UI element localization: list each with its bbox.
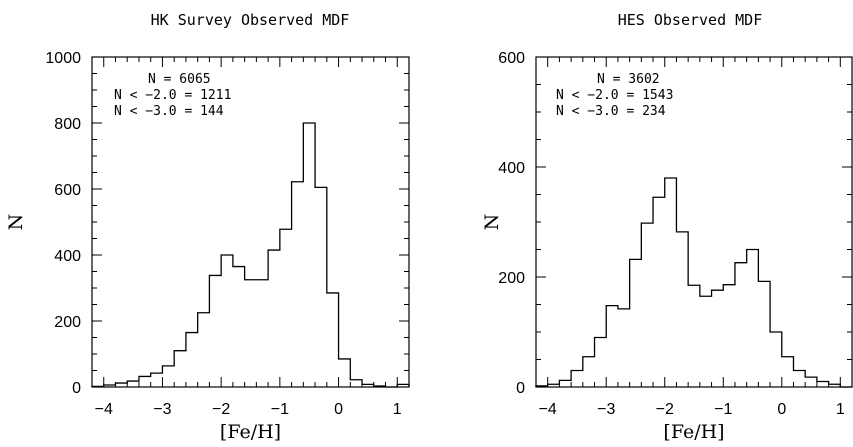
histogram-bin [735,263,747,387]
panel-2: HES Observed MDF −4 −3 −2 −1 0 1 0 200 400 600 [Fe/… [481,11,853,443]
histogram-bin [782,357,794,387]
histogram-bin [700,296,712,387]
histogram-bin [548,384,560,387]
histogram-outline [535,177,852,388]
histogram-bin [397,384,409,387]
histogram-bin [758,281,770,387]
histogram-bin [151,373,163,387]
count-annotation: N = 6065 [148,72,211,87]
histogram-bin [315,187,327,387]
histogram-bin [805,377,817,387]
y-axis-label: N [5,214,27,231]
histogram-bin [793,371,805,388]
histogram-bin [559,380,571,387]
histogram-bin [712,290,724,387]
histogram-bin [688,285,700,387]
histogram-bin [630,259,642,387]
histogram-bin [606,306,618,387]
histogram-bin [595,338,607,388]
histogram-bin [339,359,351,387]
count-annotation: N = 3602 [597,72,660,87]
histogram-bin [209,275,221,387]
x-tick-label: −2 [212,401,230,418]
histogram-bin [770,332,782,387]
y-tick-label: 600 [498,50,525,67]
histogram-bin [327,293,339,387]
histogram-bin [127,381,139,387]
histogram-bin [104,385,116,387]
chart-title: HK Survey Observed MDF [151,11,350,29]
x-tick-label: −4 [95,401,113,418]
histogram-bin [303,123,315,387]
histogram-bin [198,313,210,387]
y-tick-label: 200 [498,270,525,287]
histogram-bin [186,333,198,387]
x-tick-label: −3 [153,401,171,418]
histogram-bin [245,280,257,387]
histogram-bin [221,255,233,387]
y-tick-label: 800 [54,116,81,133]
x-axis-label: [Fe/H] [220,421,281,443]
y-axis-label: N [481,214,503,231]
histogram-bin [829,384,841,387]
x-tick-label: −4 [539,401,557,418]
histogram-bin [817,382,829,388]
count-annotation: N < −2.0 = 1211 [114,88,231,103]
histogram-bin [641,223,653,387]
histogram-bin [723,285,735,387]
histogram-bin [536,386,548,387]
x-tick-label: −3 [597,401,615,418]
histogram-bin [268,250,280,387]
histogram-bin [676,232,688,387]
x-tick-label: 1 [836,401,845,418]
count-annotation: N < −3.0 = 234 [556,104,666,119]
x-tick-label: 1 [393,401,402,418]
histogram-bin [139,376,151,387]
y-tick-label: 0 [516,380,525,397]
x-tick-label: −2 [656,401,674,418]
y-tick-label: 1000 [45,50,81,67]
panel-1: HK Survey Observed MDF −4 −3 −2 −1 0 1 0 200 400 6… [5,11,410,443]
histogram-bin [583,357,595,387]
histogram-outline [91,122,410,388]
histogram-bin [162,366,174,387]
x-tick-label: 0 [334,401,343,418]
histogram-bin [115,383,127,387]
histogram-bin [350,380,362,387]
y-tick-label: 0 [72,380,81,397]
y-tick-label: 400 [498,160,525,177]
histogram-bin [174,351,186,387]
x-tick-label: 0 [777,401,786,418]
x-tick-label: −1 [271,401,289,418]
count-annotation: N < −3.0 = 144 [114,104,224,119]
y-tick-label: 600 [54,182,81,199]
histogram-bin [292,182,304,387]
histogram-bin [653,197,665,387]
histogram-bin [618,309,630,387]
count-annotation: N < −2.0 = 1543 [556,88,673,103]
histogram-bin [362,384,374,387]
y-tick-label: 200 [54,314,81,331]
histogram-bin [747,250,759,388]
x-tick-label: −1 [714,401,732,418]
histogram-bin [665,178,677,387]
histogram-bin [280,229,292,387]
y-tick-label: 400 [54,248,81,265]
histogram-bin [374,386,386,387]
histogram-bin [256,280,268,387]
histogram-bin [92,386,104,387]
histogram-bin [571,371,583,388]
chart-title: HES Observed MDF [618,11,763,29]
x-axis-label: [Fe/H] [663,421,724,443]
histogram-bin [233,267,245,387]
